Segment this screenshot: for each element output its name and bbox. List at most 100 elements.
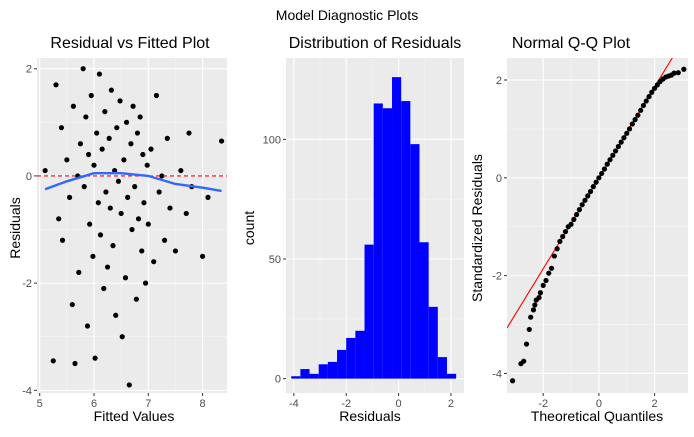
data-point [142,280,149,286]
qq-point [675,70,681,76]
data-point [172,248,179,254]
qq-point [540,282,546,289]
data-point [70,103,76,109]
data-point [123,119,130,125]
data-point [132,184,138,190]
figure-title: Model Diagnostic Plots [276,7,418,23]
y-tick-label: 2 [26,64,32,76]
data-point [77,141,84,147]
data-point [130,103,136,109]
qq-point [615,143,621,150]
panel-background [37,58,227,393]
qq-point [681,66,687,72]
data-point [83,114,89,120]
x-tick-label: 0 [596,398,602,410]
data-point [141,200,147,206]
y-tick-label: -4 [22,385,32,397]
qq-point [604,161,610,167]
qq-point [536,295,542,301]
qq-point [582,197,588,203]
x-tick-label: 8 [200,398,206,410]
panel-background [507,58,688,393]
x-tick-label: 2 [448,398,454,410]
data-point [59,237,66,243]
data-point [76,269,82,275]
data-point [151,259,157,265]
data-point [56,216,62,222]
data-point [133,296,139,302]
histogram-bar [318,364,328,379]
y-tick-label: 2 [496,75,502,87]
qq-point [585,193,591,199]
qq-point [618,139,624,145]
qq-point [613,148,619,154]
histogram-bar [337,349,347,379]
qq-point [532,302,538,308]
data-point [81,184,87,190]
y-tick-label: 0 [26,171,32,183]
data-point [159,173,165,179]
data-point [113,312,119,318]
data-point [134,130,141,136]
data-point [84,323,91,329]
data-point [94,130,100,136]
data-point [110,243,116,249]
x-axis-title: Theoretical Quantiles [531,408,663,424]
data-point [91,162,97,168]
data-point [53,82,59,88]
qq-point [568,221,574,227]
histogram-bar [346,337,356,379]
data-point [95,200,101,206]
qq-point [671,70,677,76]
qq-point [593,179,599,185]
data-point [205,194,211,200]
qq-point [554,246,560,252]
qq-point [576,207,583,213]
data-point [129,226,135,233]
qq-point [640,102,647,109]
qq-point [649,89,655,95]
data-point [126,382,132,388]
data-point [72,360,78,367]
panel-title: Distribution of Residuals [289,35,462,52]
histogram-bar [410,144,420,379]
x-tick-label: -4 [289,398,299,410]
data-point [118,210,124,217]
qq-point [596,175,602,181]
x-axis-title: Fitted Values [94,408,175,424]
qq-point [543,277,549,284]
qq-point [548,265,555,271]
data-point [101,285,107,292]
qq-point [610,152,616,158]
panel-title: Normal Q-Q Plot [512,35,631,52]
qq-point [523,341,530,347]
data-point [161,237,168,243]
data-point [117,98,123,104]
data-point [96,71,103,77]
y-axis-title: Residuals [7,197,23,258]
y-axis-title: Standardized Residuals [469,154,485,302]
data-point [139,248,145,254]
qq-point [574,211,580,218]
qq-point [528,314,534,320]
qq-point [638,107,644,113]
data-point [148,146,154,152]
loess-smooth-line [44,172,222,193]
data-point [88,92,94,99]
data-point [90,253,96,259]
data-point [186,130,192,136]
histogram-bar [428,306,438,379]
data-point [99,146,105,152]
data-point [102,109,108,115]
histogram-bar [419,242,429,379]
data-point [218,138,225,144]
data-point [106,135,112,141]
data-point [121,157,127,163]
data-point [42,167,48,174]
data-point [115,178,122,184]
data-point [58,125,65,131]
histogram-bar [382,108,393,379]
data-point [87,221,93,227]
data-point [64,157,70,163]
x-tick-label: 6 [91,398,97,410]
